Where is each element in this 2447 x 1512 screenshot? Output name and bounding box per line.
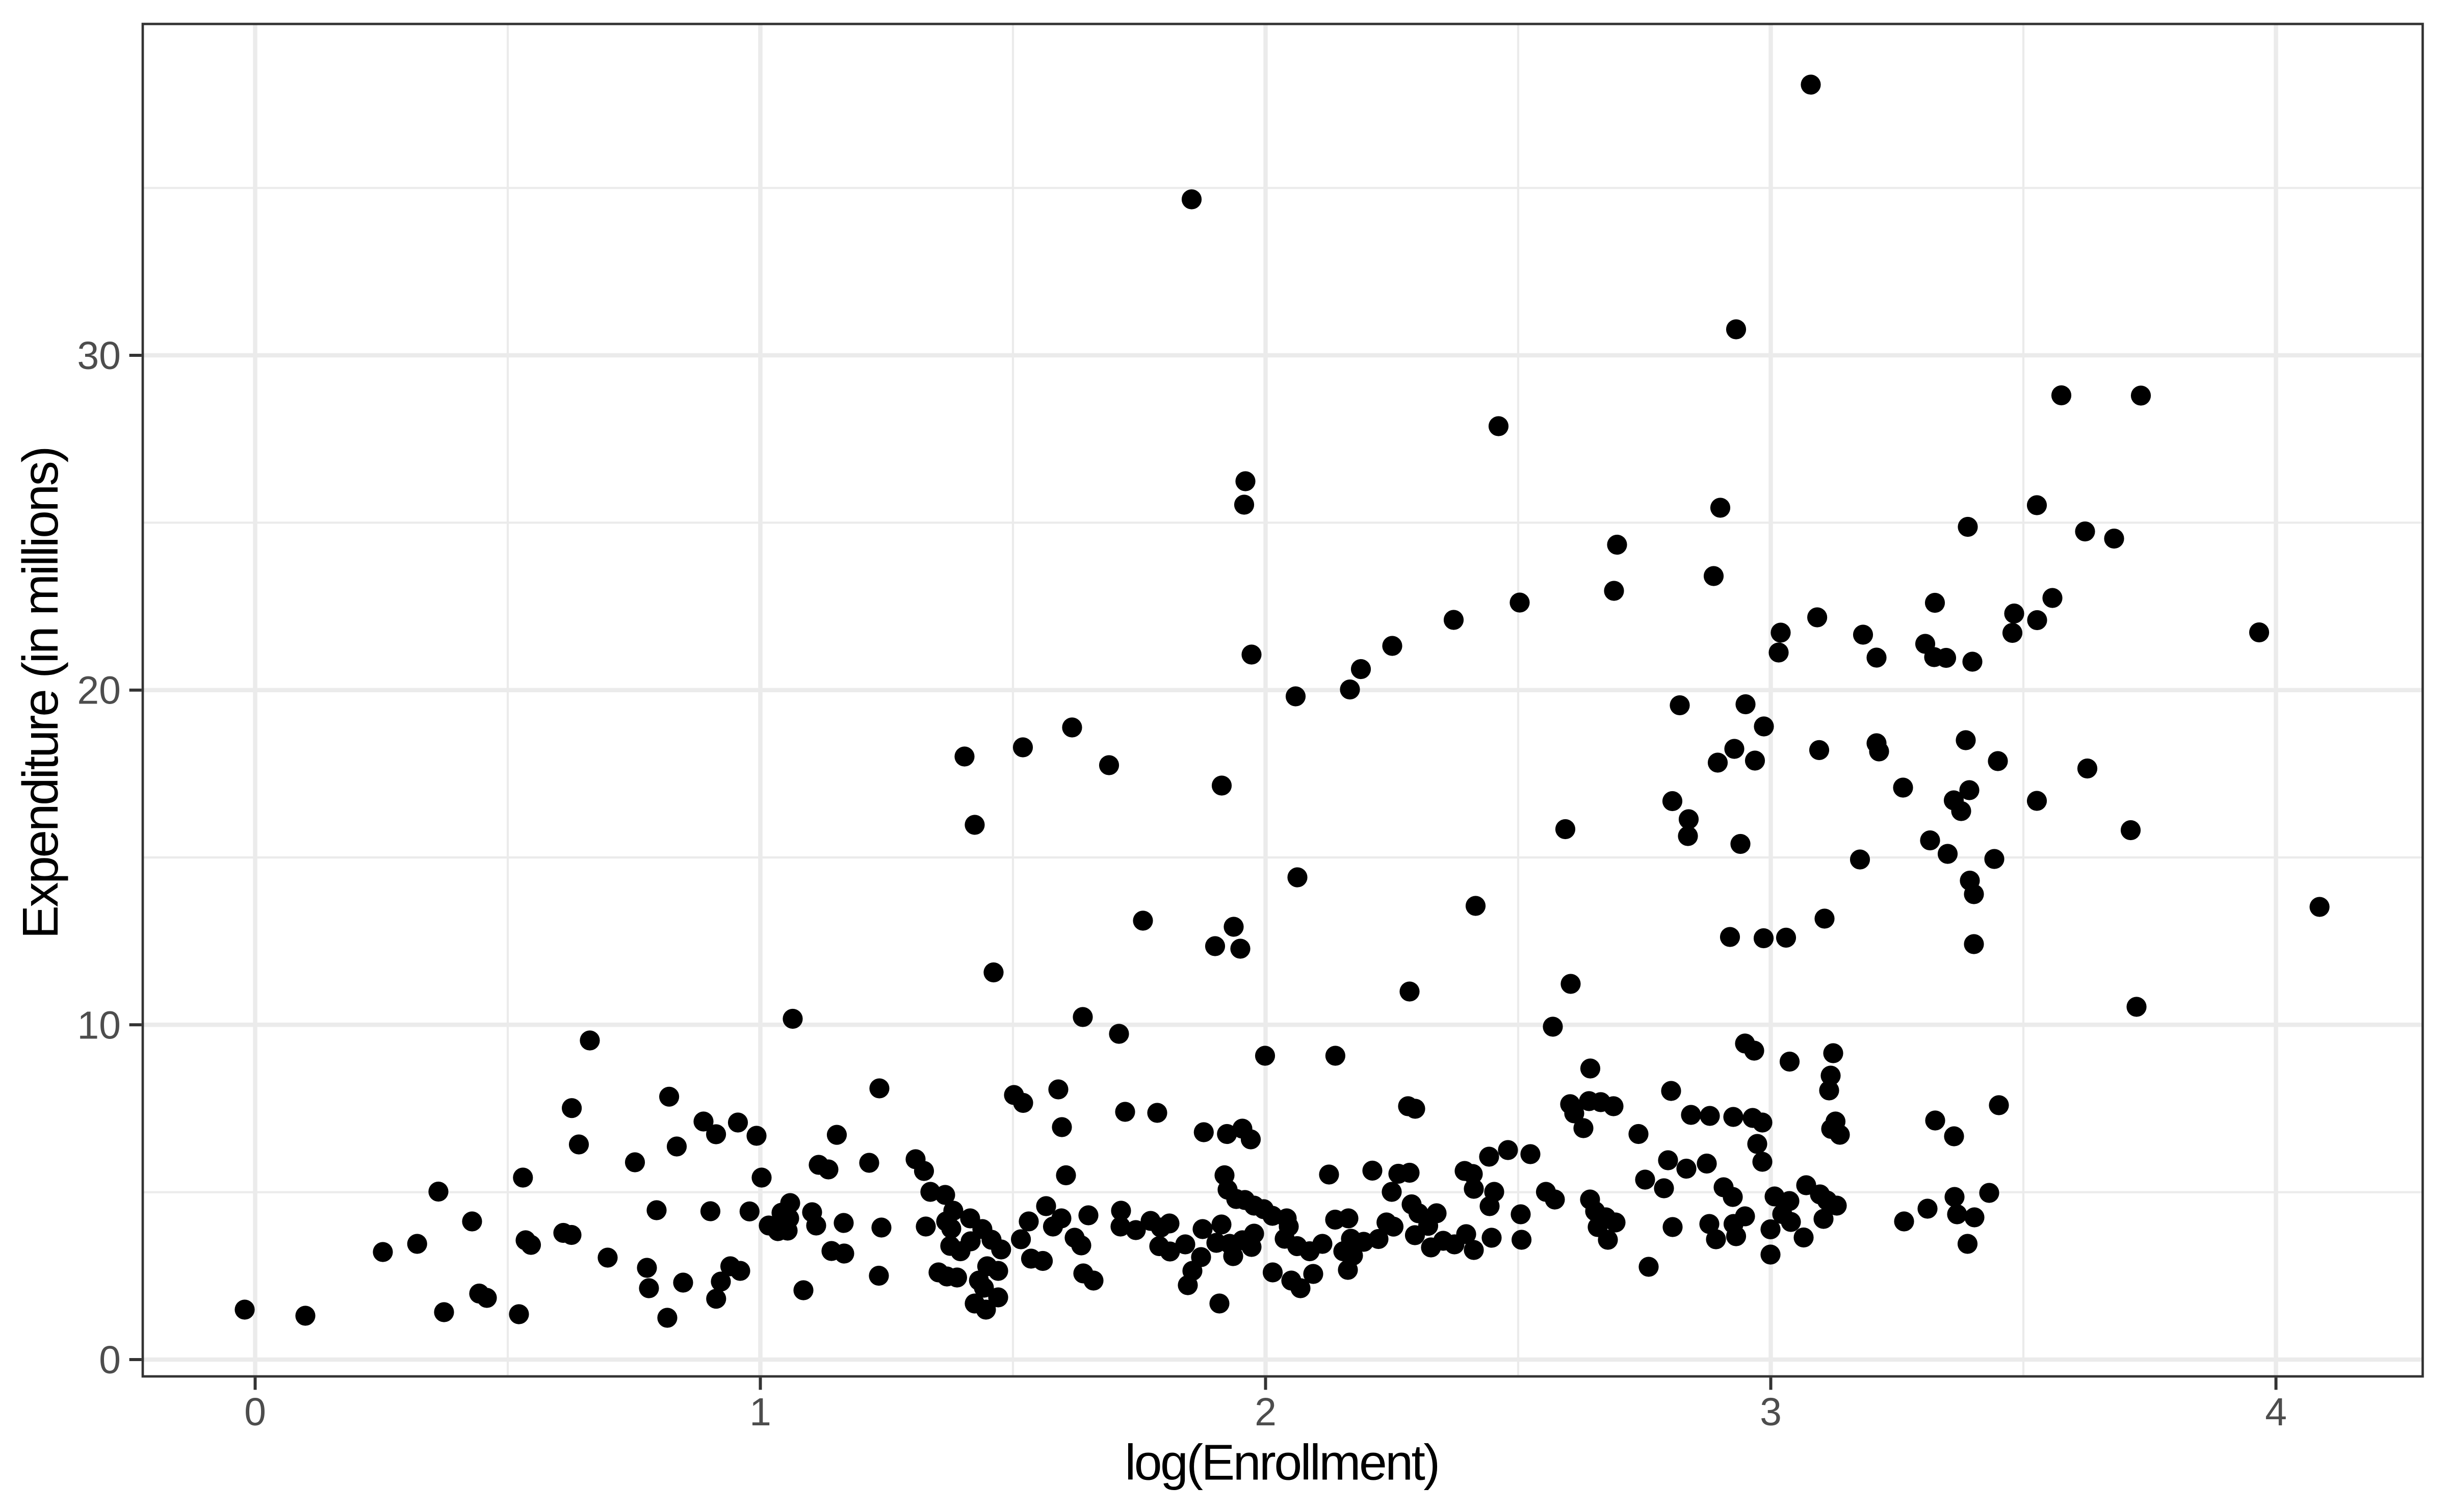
svg-text:20: 20 — [77, 669, 121, 713]
svg-text:log(Enrollment): log(Enrollment) — [1125, 1435, 1438, 1491]
svg-text:10: 10 — [77, 1003, 121, 1047]
svg-text:Expenditure (in millions): Expenditure (in millions) — [12, 448, 68, 939]
svg-text:0: 0 — [244, 1390, 266, 1434]
svg-text:1: 1 — [749, 1390, 771, 1434]
svg-text:0: 0 — [99, 1338, 121, 1382]
svg-text:30: 30 — [77, 334, 121, 378]
svg-text:3: 3 — [1760, 1390, 1782, 1434]
svg-text:4: 4 — [2265, 1390, 2287, 1434]
svg-text:2: 2 — [1255, 1390, 1277, 1434]
